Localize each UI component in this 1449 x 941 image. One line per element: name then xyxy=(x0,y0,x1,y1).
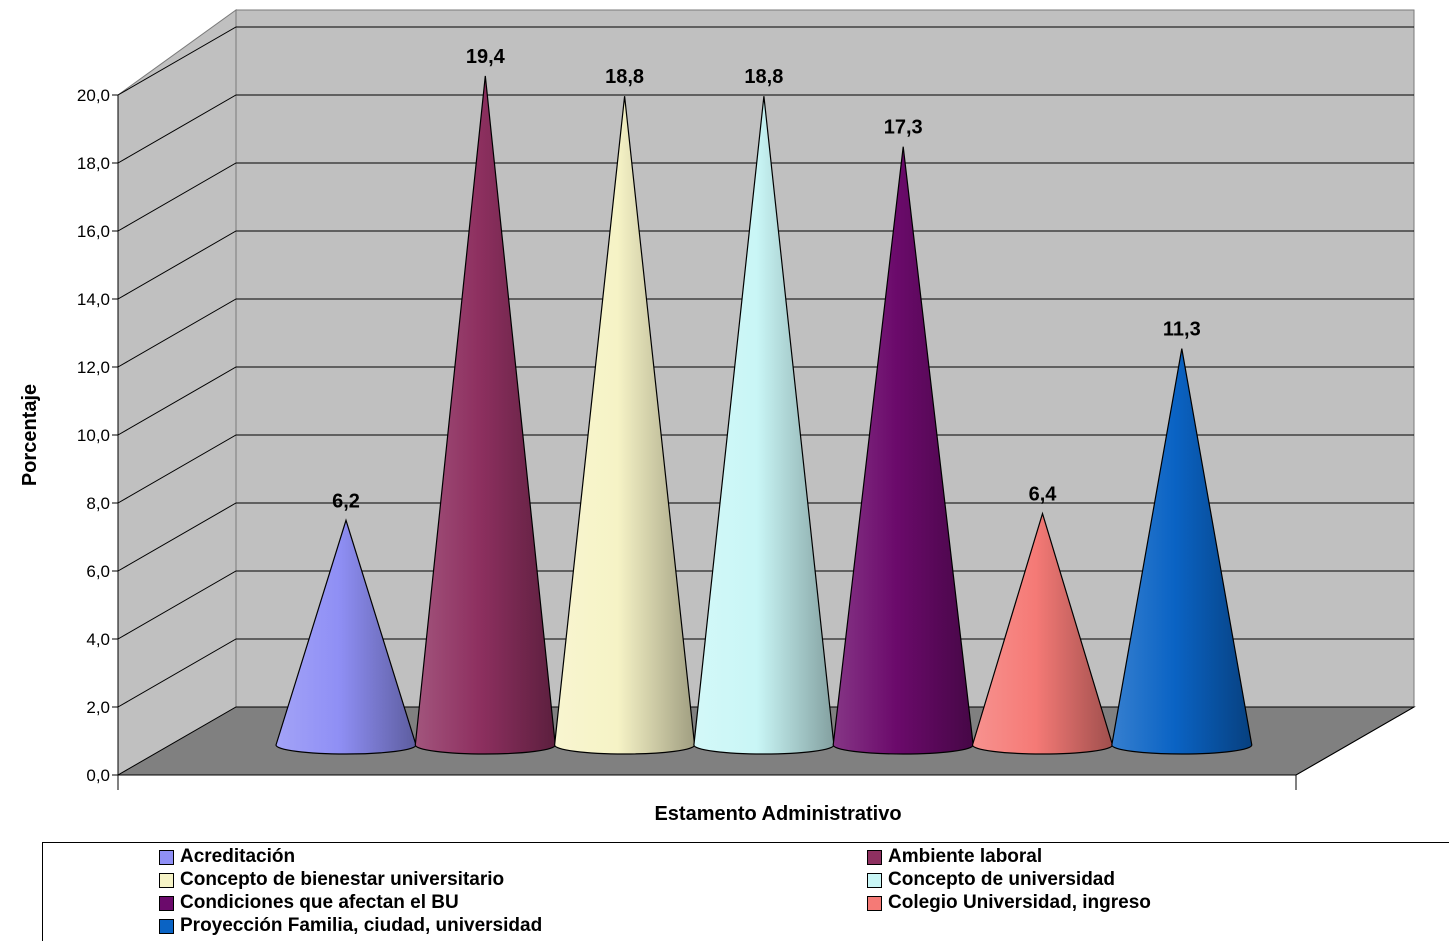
y-tick-label: 0,0 xyxy=(86,766,110,785)
gridline xyxy=(117,366,1414,436)
cone-7 xyxy=(1111,348,1253,755)
legend-label: Proyección Familia, ciudad, universidad xyxy=(180,915,543,936)
y-tick-label: 4,0 xyxy=(86,630,110,649)
y-tick-label: 8,0 xyxy=(86,494,110,513)
data-label: 6,4 xyxy=(1029,484,1058,506)
cone-1 xyxy=(275,518,417,755)
y-tick-label: 14,0 xyxy=(77,290,110,309)
gridline xyxy=(117,94,1414,164)
legend-swatch xyxy=(159,872,174,888)
legend-item: Ambiente laboral xyxy=(867,846,1042,868)
legend-label: Concepto de bienestar universitario xyxy=(180,869,505,890)
legend-item: Concepto de universidad xyxy=(867,869,1115,891)
y-tick-label: 6,0 xyxy=(86,562,110,581)
gridline xyxy=(117,162,1414,232)
gridline xyxy=(117,230,1414,300)
data-label: 17,3 xyxy=(884,117,923,139)
data-label: 11,3 xyxy=(1163,319,1201,341)
legend-label: Colegio Universidad, ingreso xyxy=(888,892,1151,913)
legend-swatch xyxy=(159,895,174,911)
cone-3 xyxy=(553,96,696,755)
cones xyxy=(275,75,1253,755)
legend: Acreditación Ambiente laboral Concepto de … xyxy=(42,842,1449,941)
data-label: 6,2 xyxy=(332,490,360,512)
legend-label: Ambiente laboral xyxy=(888,846,1043,867)
gridline xyxy=(117,298,1414,368)
x-axis-title: Estamento Administrativo xyxy=(654,803,901,825)
y-tick-label: 18,0 xyxy=(77,154,110,173)
back-wall xyxy=(235,9,1415,708)
y-tick-label: 16,0 xyxy=(77,222,110,241)
legend-label: Acreditación xyxy=(180,846,296,867)
legend-swatch xyxy=(159,849,174,865)
data-labels: 6,2 19,4 18,8 18,8 17,3 6,4 11,3 xyxy=(332,46,1201,512)
legend-swatch xyxy=(159,918,174,934)
cone-5 xyxy=(832,146,974,755)
legend-label: Concepto de universidad xyxy=(888,869,1115,890)
legend-item: Acreditación xyxy=(159,846,295,868)
y-tick-label: 12,0 xyxy=(77,358,110,377)
cone-4 xyxy=(693,96,835,755)
y-tick-label: 10,0 xyxy=(77,426,110,445)
gridline xyxy=(117,26,1414,96)
y-tick-label: 2,0 xyxy=(86,698,110,717)
data-label: 18,8 xyxy=(605,66,644,88)
legend-swatch xyxy=(867,872,882,888)
side-wall xyxy=(117,9,237,776)
legend-item: Colegio Universidad, ingreso xyxy=(867,892,1151,914)
legend-swatch xyxy=(867,895,882,911)
gridline xyxy=(117,570,1414,640)
gridline xyxy=(117,502,1414,572)
legend-item: Condiciones que afectan el BU xyxy=(159,892,459,914)
y-axis: 0,0 2,0 4,0 6,0 8,0 10,0 12,0 14,0 16,0 18,0 20,0 xyxy=(77,86,118,785)
cone-6 xyxy=(971,511,1114,755)
y-axis-title: Porcentaje xyxy=(19,384,41,486)
legend-item: Proyección Familia, ciudad, universidad xyxy=(159,915,542,937)
legend-swatch xyxy=(867,849,882,865)
legend-item: Concepto de bienestar universitario xyxy=(159,869,504,891)
floor-edge xyxy=(1295,706,1415,776)
cone-chart: 0,02,04,06,08,010,012,014,016,018,020,0 … xyxy=(19,9,1416,825)
y-tick-label: 20,0 xyxy=(77,86,110,105)
legend-label: Condiciones que afectan el BU xyxy=(180,892,459,913)
data-label: 19,4 xyxy=(466,46,506,68)
cone-2 xyxy=(414,75,556,755)
data-label: 18,8 xyxy=(744,66,783,88)
gridline xyxy=(117,434,1414,504)
